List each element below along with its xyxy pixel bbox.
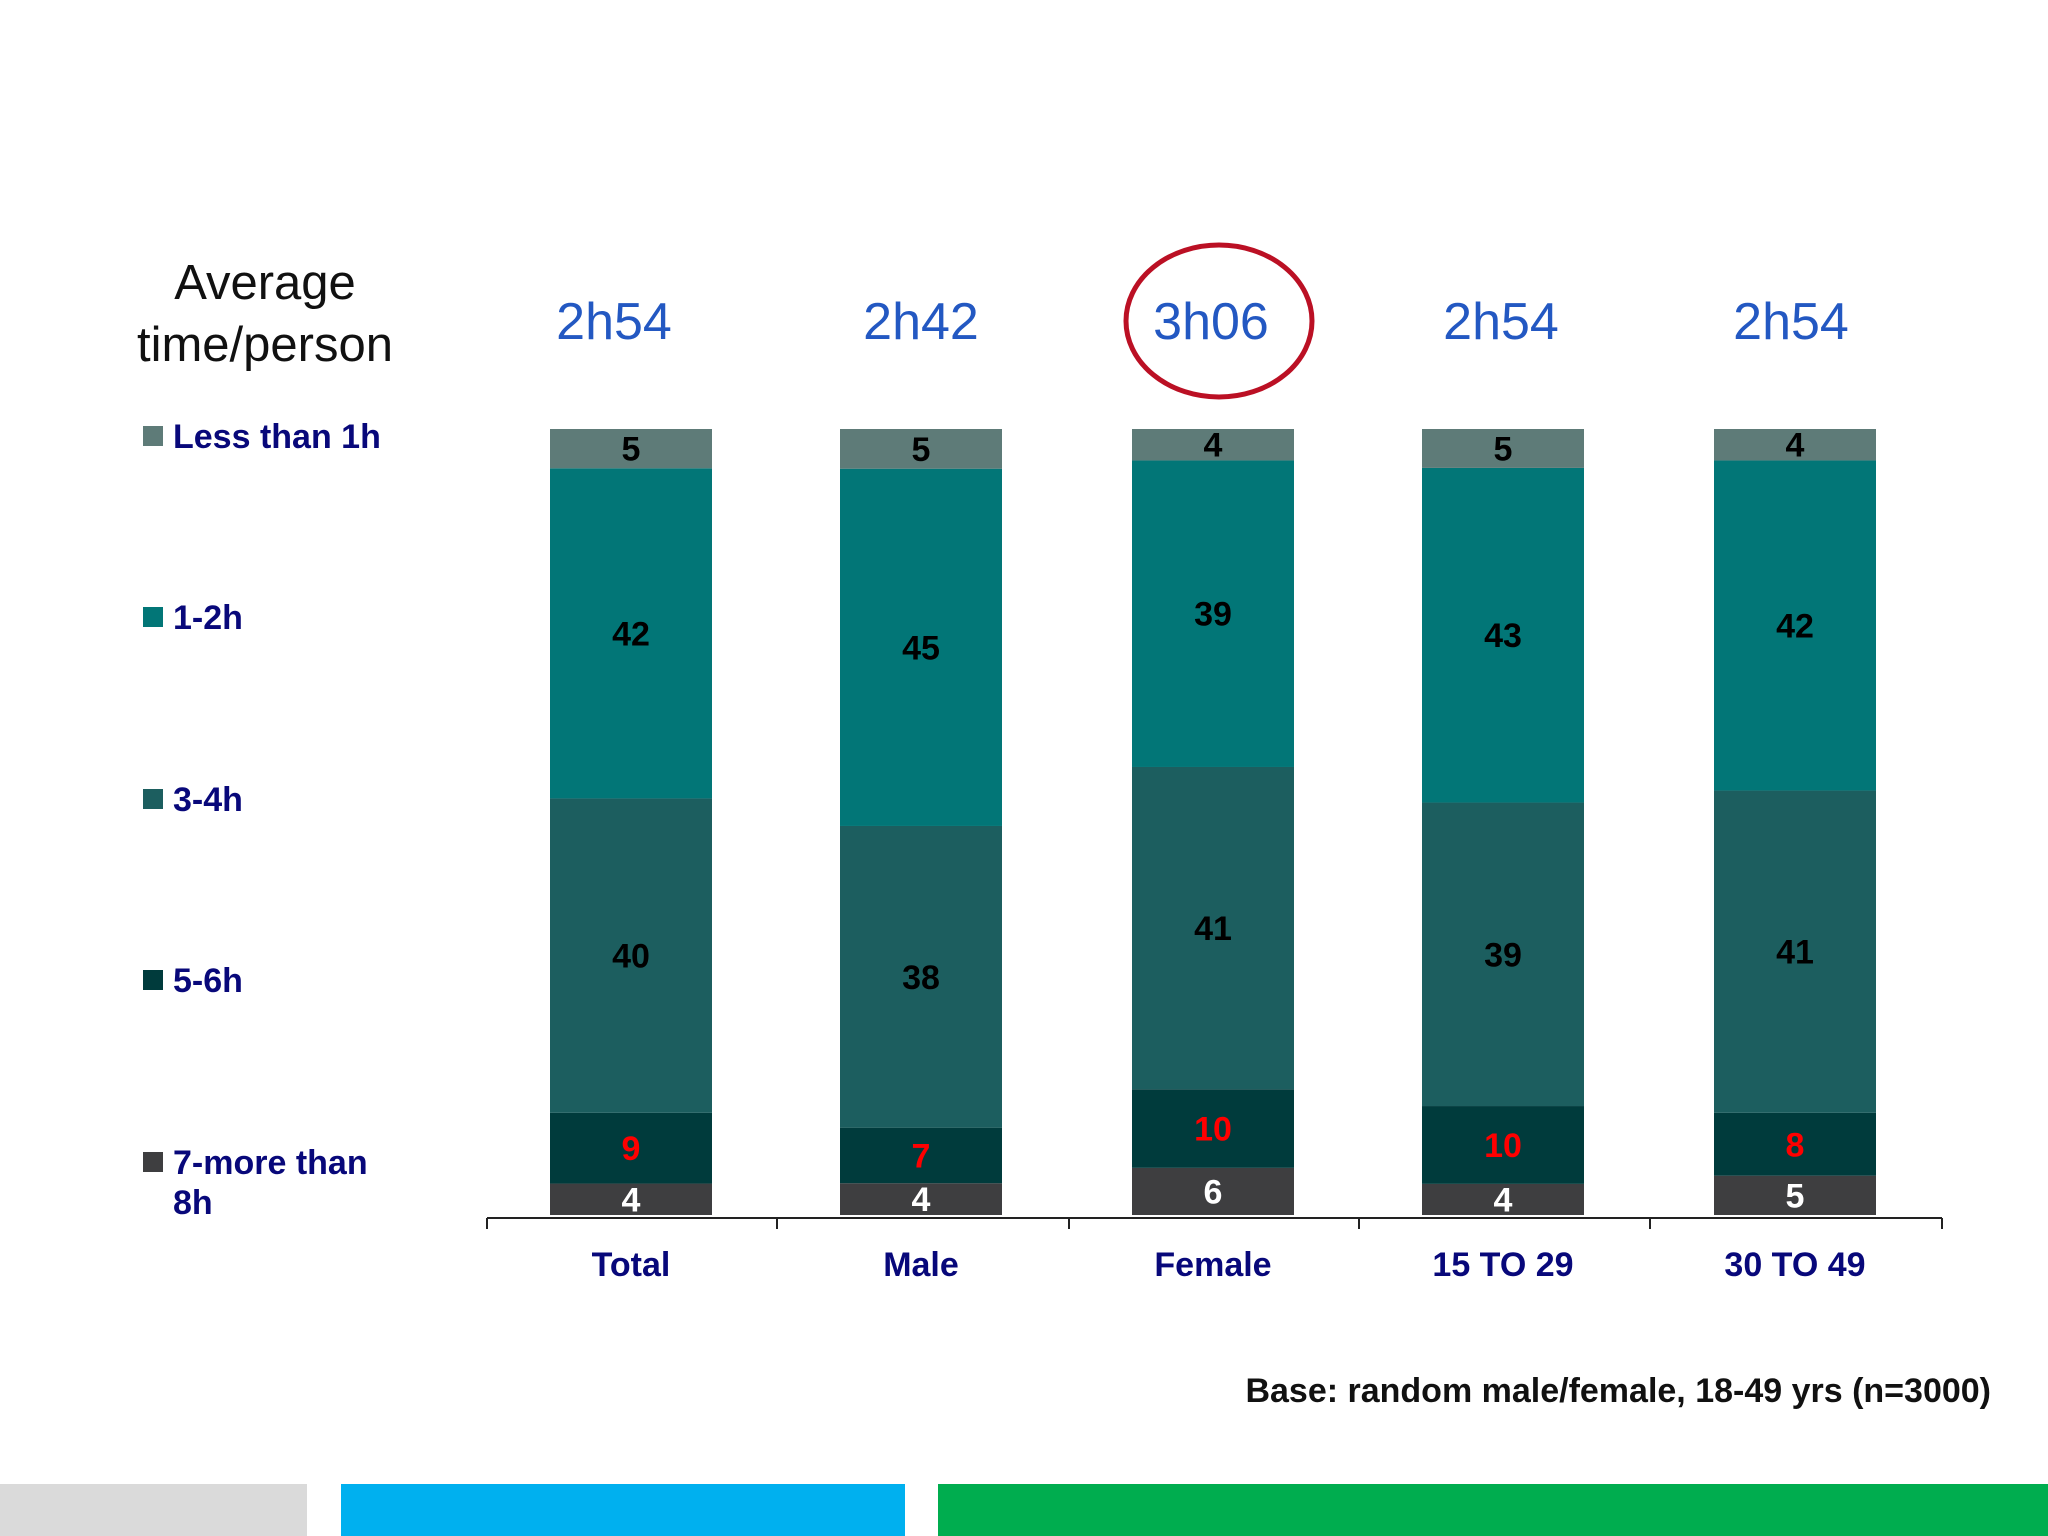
average-time-label: 2h54 [556,293,672,351]
bar-data-label: 4 [1494,1181,1513,1219]
bar-data-label: 10 [1484,1127,1522,1165]
footer-bar-blue [341,1484,905,1536]
bar-data-label: 5 [622,431,641,469]
bar-data-label: 9 [622,1130,641,1168]
bar-segment [1132,1167,1294,1215]
bar-segment [1132,429,1294,461]
average-time-title-line2: time/person [136,318,393,372]
average-time-label: 2h54 [1733,293,1849,351]
legend-label: Less than 1h [173,418,381,456]
legend-swatch [143,1152,163,1172]
highlight-circle [1123,242,1315,400]
bar-segment [550,468,712,799]
x-tick-label: 15 TO 29 [1432,1246,1573,1284]
bar-data-label: 5 [1786,1177,1805,1215]
bar-data-label: 7 [912,1137,931,1175]
bar-segment [1132,766,1294,1090]
bar-segment [550,1183,712,1215]
x-tick-label: Male [883,1246,959,1284]
bar-data-label: 6 [1204,1173,1223,1211]
legend-label: 1-2h [173,599,243,637]
bar-data-label: 39 [1484,936,1522,974]
average-time-title-line1: Average [174,256,356,310]
bar-segment [1714,790,1876,1113]
bar-data-label: 45 [902,629,940,667]
bar-segment [550,429,712,469]
legend-label: 5-6h [173,962,243,1000]
bar-segment [1422,1183,1584,1215]
bar-segment [1132,1089,1294,1168]
bar-segment [840,468,1002,826]
bar-data-label: 42 [1776,608,1814,646]
bar-segment [840,1127,1002,1184]
bar-segment [1422,802,1584,1107]
legend-swatch [143,607,163,627]
bar-data-label: 10 [1194,1111,1232,1149]
bar-data-label: 41 [1194,910,1232,948]
x-tick-label: Female [1154,1246,1271,1284]
base-note: Base: random male/female, 18-49 yrs (n=3… [1245,1372,1991,1410]
bar-data-label: 38 [902,959,940,997]
legend-swatch [143,789,163,809]
footer-bar-green [938,1484,2048,1536]
bar-segment [840,429,1002,469]
average-time-title: Average time/person [100,252,430,376]
x-tick-label: Total [592,1246,671,1284]
bar-segment [550,1112,712,1184]
average-time-label: 3h06 [1153,293,1269,351]
bar-segment [1714,1112,1876,1176]
bar-data-label: 41 [1776,934,1814,972]
bar-segment [840,825,1002,1128]
bar-segment [1714,1175,1876,1215]
bar-data-label: 8 [1786,1126,1805,1164]
bar-data-label: 4 [1204,427,1223,465]
bar-segment [1422,467,1584,803]
bar-data-label: 43 [1484,617,1522,655]
legend-label: 3-4h [173,781,243,819]
bar-segment [1132,460,1294,767]
bar-data-label: 40 [612,938,650,976]
bar-data-label: 4 [1786,427,1805,465]
bar-data-label: 42 [612,615,650,653]
average-time-label: 2h54 [1443,293,1559,351]
x-tick-label: 30 TO 49 [1724,1246,1865,1284]
bar-segment [1422,429,1584,468]
bar-data-label: 4 [912,1181,931,1219]
legend-label: 7-more than 8h [173,1144,368,1222]
bar-segment [550,798,712,1113]
footer-bar-gray [0,1484,307,1536]
legend-swatch [143,426,163,446]
bar-data-label: 4 [622,1181,641,1219]
bar-segment [840,1183,1002,1215]
bar-data-label: 39 [1194,596,1232,634]
legend-swatch [143,970,163,990]
bar-segment [1422,1106,1584,1184]
bar-segment [1714,429,1876,461]
bar-data-label: 5 [1494,430,1513,468]
bar-segment [1714,460,1876,791]
average-time-label: 2h42 [863,293,979,351]
bar-data-label: 5 [912,431,931,469]
